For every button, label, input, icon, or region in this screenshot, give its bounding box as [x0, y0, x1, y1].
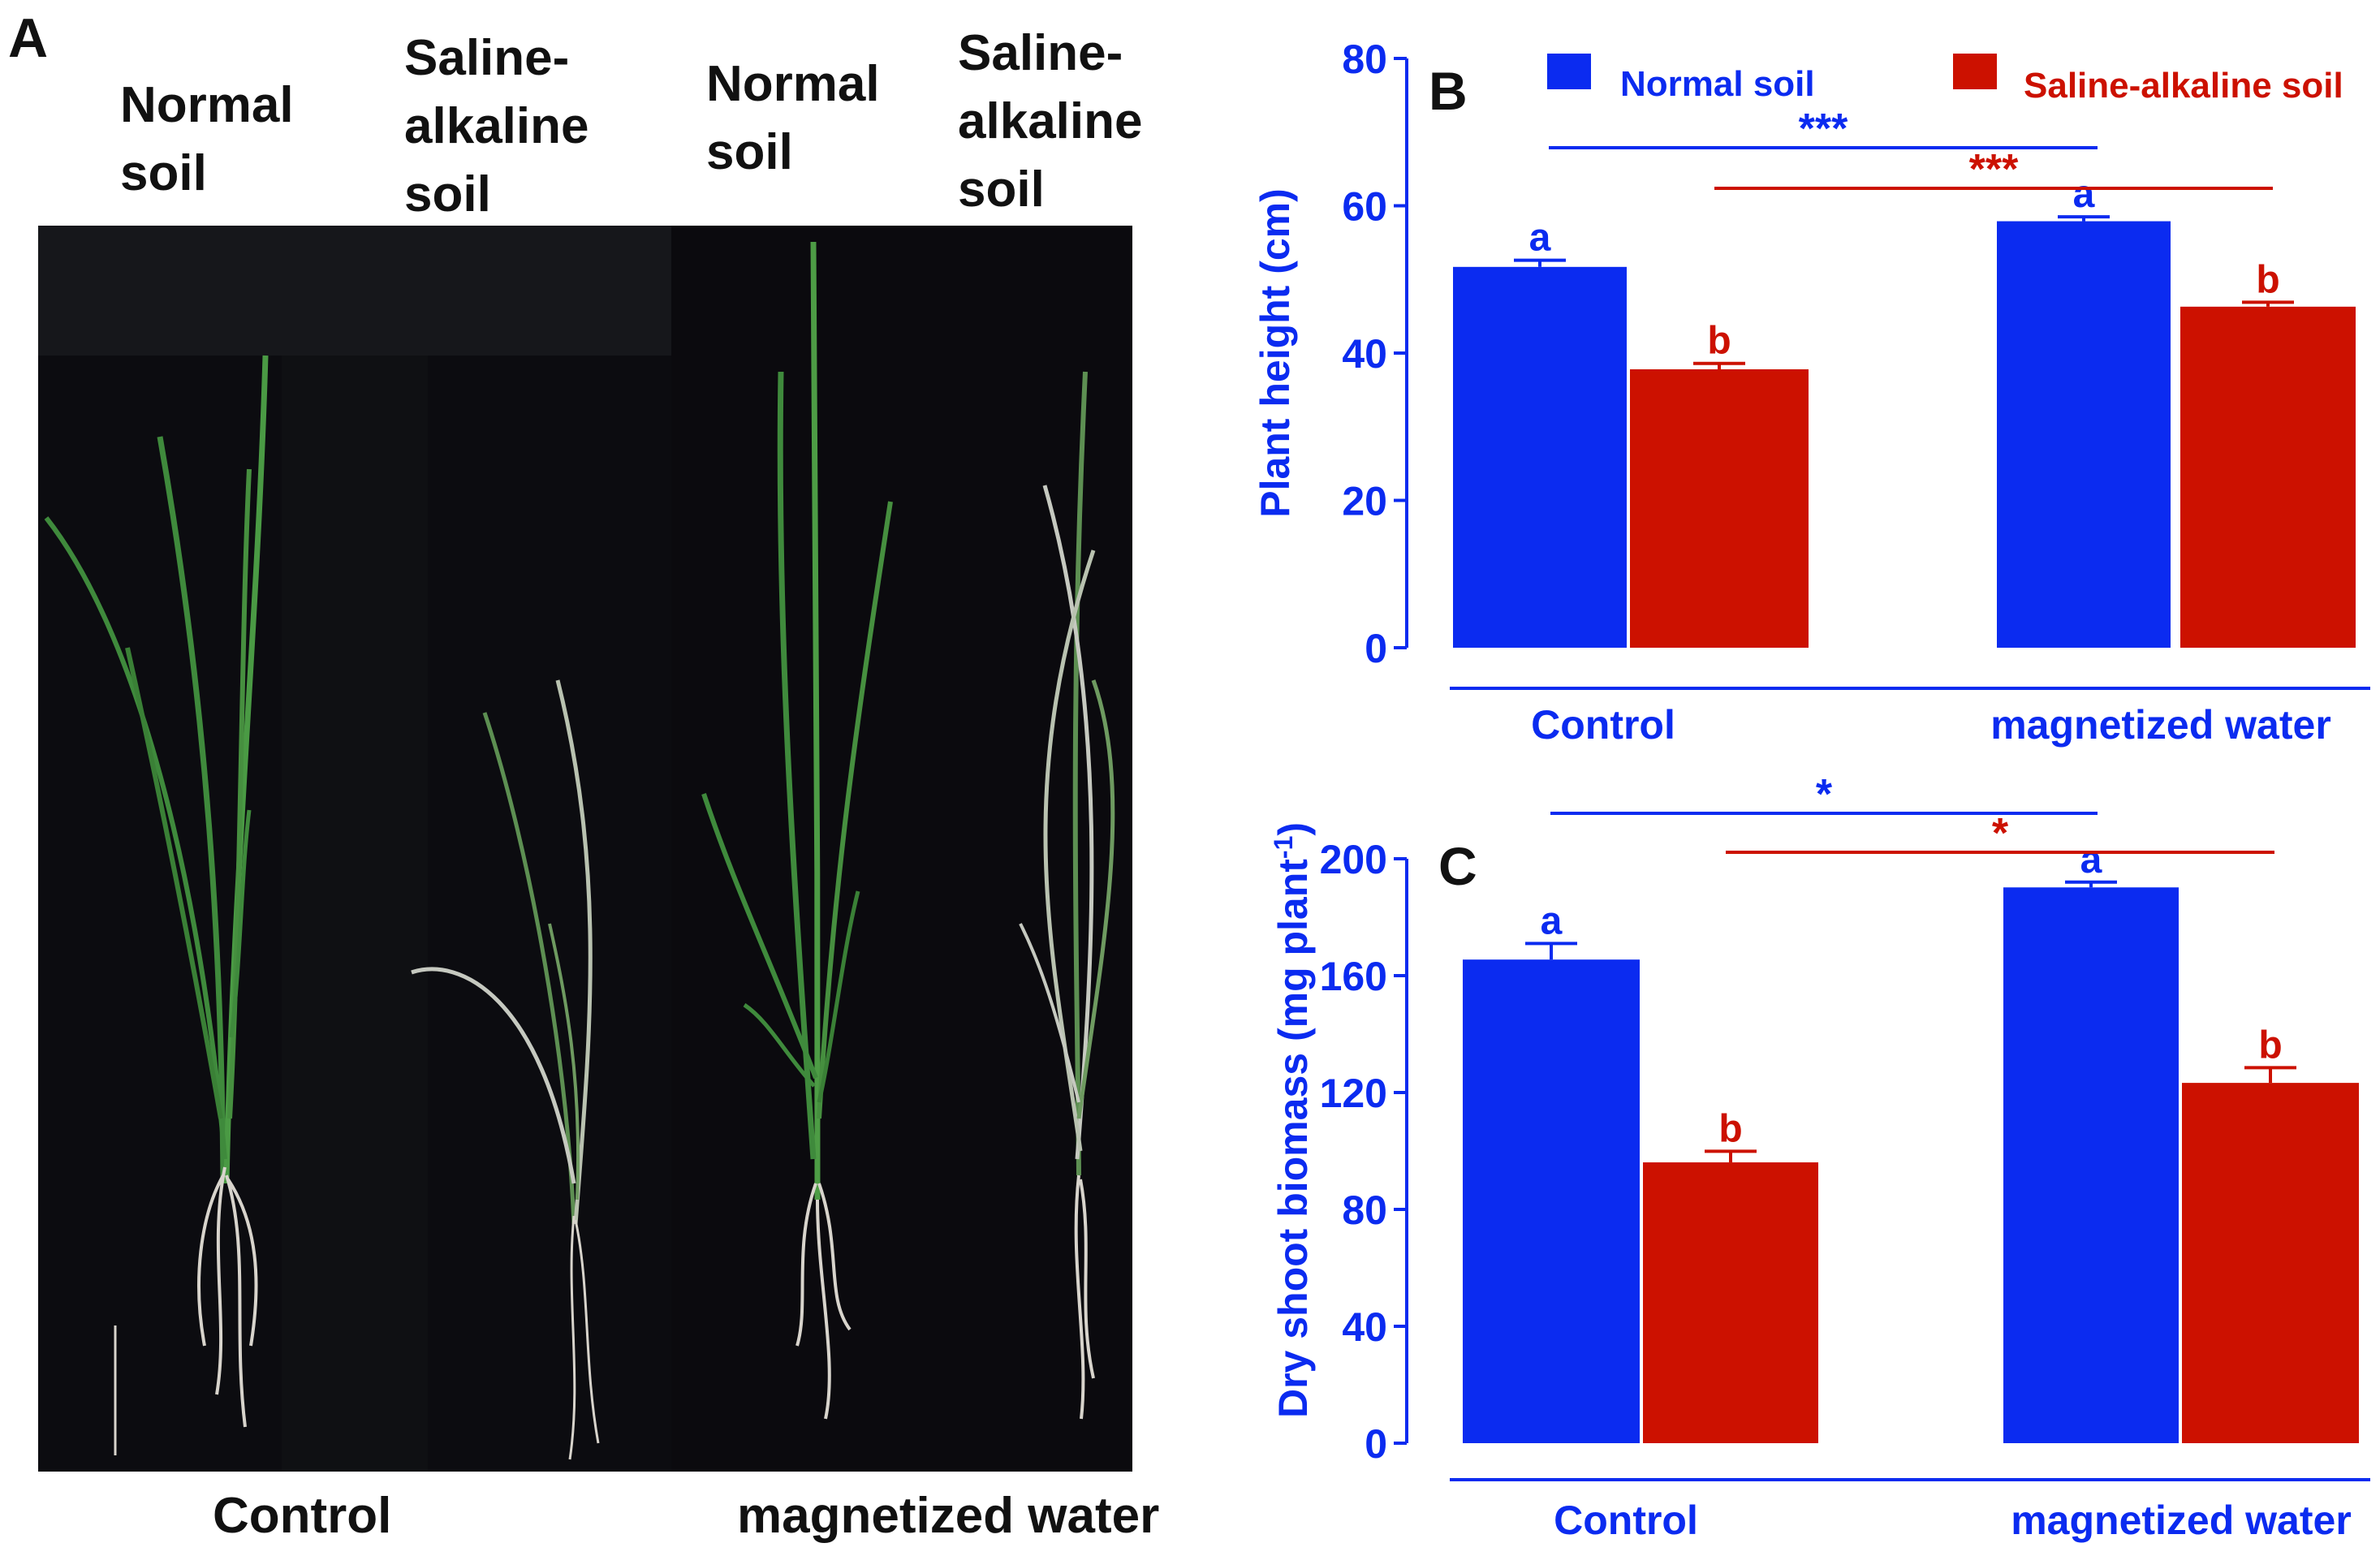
y-axis-label: Plant height (cm) — [1253, 188, 1298, 518]
significance-stars: *** — [1799, 106, 1848, 153]
y-axis-label-superscript: -1 — [1269, 836, 1298, 859]
bar-normal-control — [1463, 959, 1640, 1443]
significance-letter: b — [1718, 1107, 1742, 1150]
y-tick-label: 80 — [1342, 37, 1387, 82]
legend-swatch — [1547, 54, 1591, 89]
photo-right-background — [671, 226, 1132, 1472]
legend-swatch — [1953, 54, 1997, 89]
y-tick-label: 0 — [1365, 626, 1387, 671]
y-tick-label: 0 — [1365, 1421, 1387, 1467]
legend-label: Saline-alkaline soil — [2024, 66, 2343, 106]
bar-saline-magnetized — [2180, 306, 2356, 648]
y-tick-label: 40 — [1342, 331, 1387, 377]
significance-letter: b — [1707, 320, 1731, 363]
column-label-line: soil — [958, 162, 1045, 218]
column-label-line: Saline- — [958, 25, 1123, 81]
column-label-normal-control: Normal soil — [120, 71, 294, 208]
category-label: Control — [1554, 1498, 1698, 1543]
bar-normal-magnetized — [2003, 887, 2179, 1443]
bottom-label-magnetized: magnetized water — [737, 1488, 1160, 1544]
category-label: magnetized water — [2011, 1498, 2352, 1543]
column-label-line: Normal — [120, 77, 294, 133]
seedling-photo — [38, 226, 1132, 1472]
column-label-saline-control: Saline- alkaline soil — [404, 24, 589, 229]
y-tick-label: 160 — [1320, 954, 1387, 999]
column-label-normal-magnetized: Normal soil — [706, 50, 880, 187]
photo-top-band — [38, 226, 671, 356]
column-label-line: Normal — [706, 56, 880, 112]
plant-saline-control — [411, 679, 600, 1460]
y-tick-label: 60 — [1342, 184, 1387, 230]
y-tick-label: 40 — [1342, 1304, 1387, 1350]
bar-saline-control — [1630, 369, 1809, 648]
photo-shadow-band — [282, 356, 428, 1472]
y-axis-label-close: ) — [1270, 822, 1316, 836]
y-tick-label: 80 — [1342, 1187, 1387, 1233]
plant-saline-magnetized — [1019, 371, 1115, 1420]
column-label-line: alkaline — [958, 93, 1143, 149]
panel-a-letter: A — [8, 7, 49, 69]
column-label-line: soil — [706, 124, 793, 180]
bar-saline-magnetized — [2182, 1083, 2359, 1443]
y-tick-label: 200 — [1320, 837, 1387, 882]
bottom-label-control: Control — [213, 1488, 392, 1544]
plant-normal-control — [44, 355, 269, 1455]
significance-stars: *** — [1969, 146, 2019, 193]
bar-normal-magnetized — [1997, 221, 2171, 648]
bar-normal-control — [1453, 266, 1627, 648]
column-label-line: alkaline — [404, 98, 589, 154]
significance-letter: b — [2256, 258, 2279, 301]
category-label: magnetized water — [1990, 702, 2331, 748]
significance-stars: * — [1816, 771, 1833, 818]
legend-label: Normal soil — [1620, 64, 1815, 104]
significance-letter: b — [2258, 1024, 2282, 1067]
column-label-line: soil — [404, 166, 491, 222]
category-label: Control — [1531, 702, 1675, 748]
plant-normal-magnetized — [701, 241, 893, 1420]
y-tick-label: 20 — [1342, 479, 1387, 524]
seedling-illustration — [38, 226, 1132, 1472]
bar-saline-control — [1643, 1162, 1818, 1443]
significance-letter: a — [2080, 838, 2102, 881]
column-label-saline-magnetized: Saline- alkaline soil — [958, 19, 1142, 224]
column-label-line: Saline- — [404, 30, 570, 86]
panel-letter-c: C — [1438, 836, 1477, 896]
significance-letter: a — [1541, 899, 1563, 942]
significance-letter: a — [2073, 173, 2095, 216]
y-axis-label: Dry shoot biomass (mg plant-1) — [1269, 822, 1316, 1418]
y-tick-label: 120 — [1320, 1071, 1387, 1116]
panel-letter-b: B — [1429, 61, 1468, 121]
significance-letter: a — [1529, 217, 1551, 260]
column-label-line: soil — [120, 145, 207, 201]
significance-stars: * — [1992, 810, 2009, 857]
